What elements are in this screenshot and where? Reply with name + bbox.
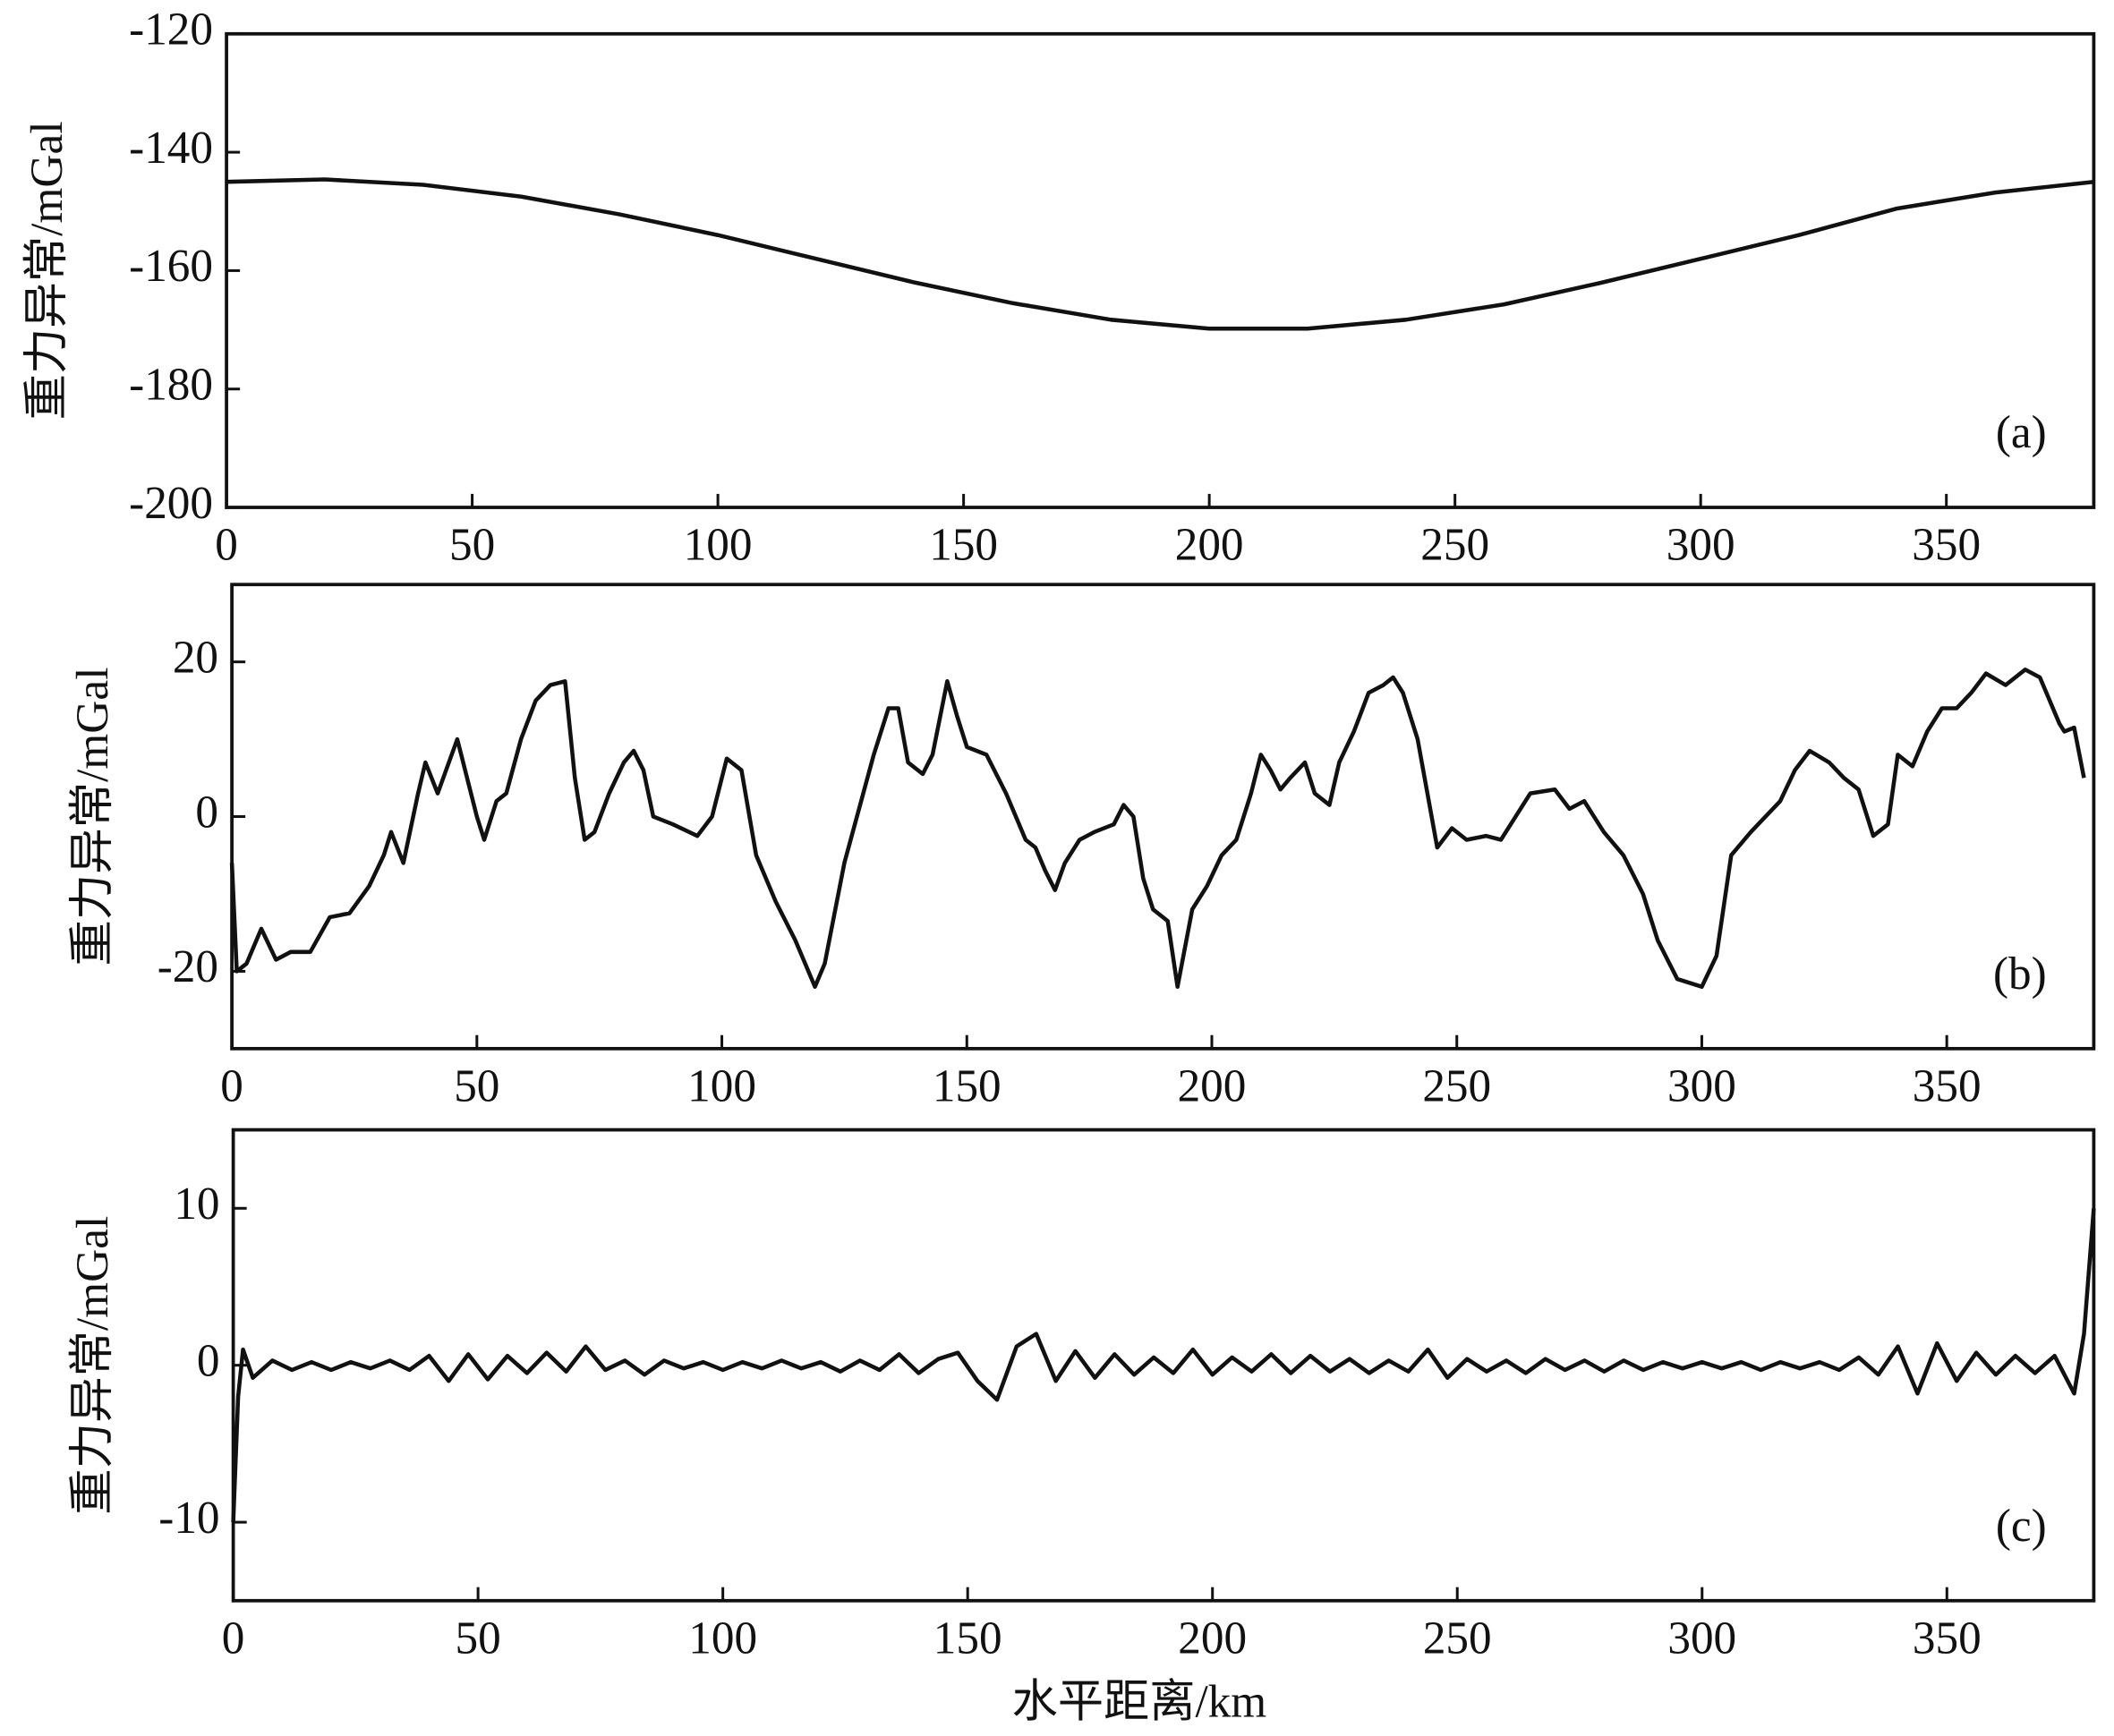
x-tick-label: 300	[1667, 1613, 1736, 1664]
x-tick-label: 150	[929, 520, 998, 571]
x-tick-label: 350	[1912, 520, 1981, 571]
x-tick-label: 50	[456, 1613, 501, 1664]
x-tick-label: 200	[1178, 1060, 1247, 1111]
x-tick-label: 100	[687, 1060, 756, 1111]
x-tick-label: 250	[1422, 1060, 1491, 1111]
y-axis-label: 重力异常/mGal	[67, 668, 118, 966]
plot-frame	[231, 1128, 2096, 1603]
x-tick-label: 50	[449, 520, 495, 571]
y-tick-label: -20	[158, 941, 218, 992]
x-tick-label: 0	[222, 1613, 245, 1664]
x-tick-label: 250	[1423, 1613, 1492, 1664]
panel-label: (b)	[1993, 949, 2047, 1000]
x-tick-label: 100	[684, 520, 753, 571]
x-tick-label: 200	[1175, 520, 1244, 571]
x-axis-label: 水平距离/km	[1012, 1676, 1267, 1727]
plot-frame	[225, 31, 2096, 509]
x-tick-label: 0	[215, 520, 238, 571]
y-tick-label: -10	[158, 1493, 219, 1544]
data-line	[226, 177, 2094, 331]
y-tick-label: -120	[129, 4, 213, 55]
y-tick-label: 20	[173, 632, 218, 683]
x-tick-label: 350	[1913, 1060, 1982, 1111]
x-tick-label: 50	[454, 1060, 499, 1111]
y-tick-label: 0	[197, 1335, 220, 1386]
panel-label: (a)	[1996, 407, 2047, 458]
y-tick-label: -160	[129, 241, 213, 292]
x-tick-label: 0	[220, 1060, 243, 1111]
x-tick-label: 150	[933, 1613, 1002, 1664]
y-axis-label: 重力异常/mGal	[21, 121, 72, 420]
y-tick-label: 0	[195, 787, 218, 838]
y-axis-label: 重力异常/mGal	[67, 1216, 118, 1515]
x-tick-label: 250	[1420, 520, 1489, 571]
y-tick-label: 10	[174, 1179, 219, 1230]
x-tick-label: 200	[1178, 1613, 1247, 1664]
y-tick-label: -200	[129, 478, 213, 529]
plot-frame	[230, 583, 2096, 1051]
y-tick-label: -180	[129, 359, 213, 410]
panel-label: (c)	[1996, 1501, 2047, 1552]
x-tick-label: 100	[688, 1613, 757, 1664]
data-line	[231, 1208, 2096, 1523]
x-tick-label: 300	[1666, 520, 1735, 571]
x-tick-label: 350	[1913, 1613, 1982, 1664]
data-line	[229, 668, 2086, 989]
y-tick-label: -140	[129, 123, 213, 174]
x-tick-label: 300	[1667, 1060, 1736, 1111]
x-tick-label: 150	[933, 1060, 1002, 1111]
